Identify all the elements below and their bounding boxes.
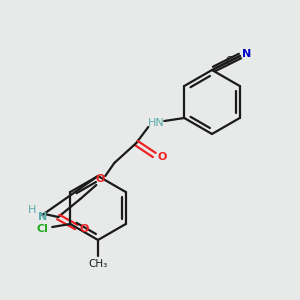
Text: O: O (96, 174, 105, 184)
Text: HN: HN (148, 118, 165, 128)
Text: CH₃: CH₃ (88, 259, 108, 269)
Text: N: N (242, 49, 252, 59)
Text: H: H (28, 205, 37, 215)
Text: Cl: Cl (36, 224, 48, 234)
Text: N: N (38, 212, 47, 222)
Text: O: O (80, 224, 89, 234)
Text: O: O (158, 152, 167, 162)
Text: C: C (226, 56, 232, 66)
